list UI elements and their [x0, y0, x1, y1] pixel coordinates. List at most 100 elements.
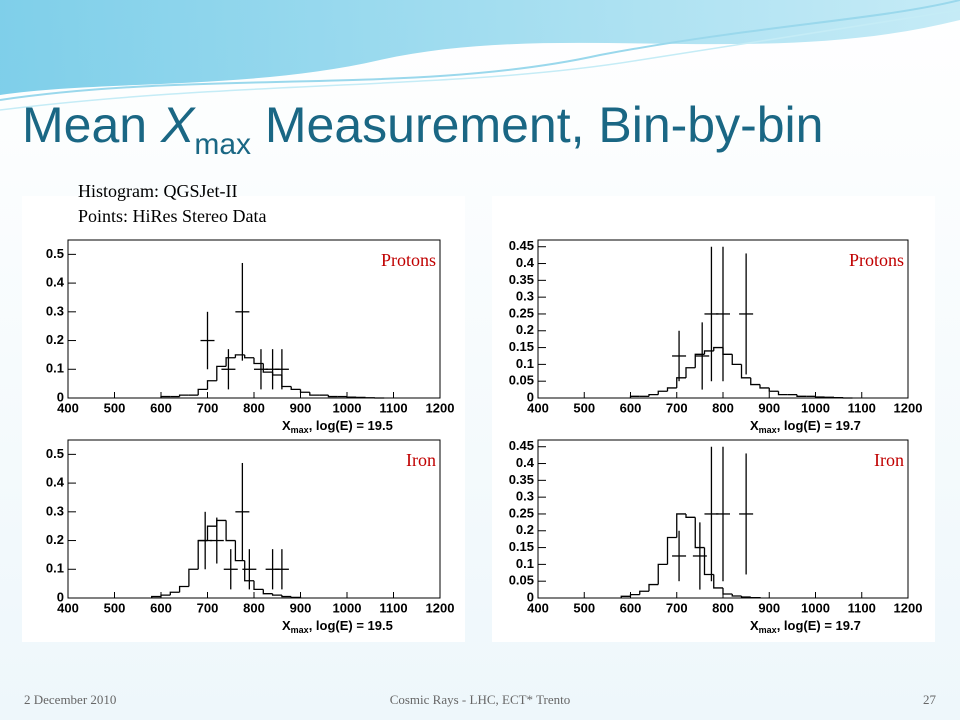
histogram-bin [685, 513, 696, 518]
x-axis-subscript: max [291, 425, 309, 435]
x-tick-label: 1100 [379, 600, 407, 615]
x-tick-label: 700 [666, 600, 688, 615]
y-tick-label: 0.1 [46, 361, 64, 376]
x-tick-label: 1000 [333, 400, 362, 415]
x-tick-label: 500 [104, 600, 126, 615]
data-point [692, 522, 707, 590]
histogram-bin [225, 520, 236, 542]
x-tick-label: 500 [573, 600, 595, 615]
data-point [274, 549, 289, 590]
histogram-bin [740, 364, 751, 379]
histogram-bin [676, 513, 686, 538]
panel-label: Iron [406, 450, 436, 470]
data-point [695, 322, 710, 390]
x-tick-label: 800 [243, 600, 265, 615]
histogram-bin [234, 540, 245, 562]
y-tick-label: 0.3 [46, 503, 64, 518]
histogram-bin [169, 591, 180, 596]
x-tick-label: 900 [290, 600, 312, 615]
x-tick-label: 1100 [848, 600, 876, 615]
data-point [242, 549, 257, 590]
x-tick-label: 700 [666, 400, 688, 415]
histogram-bin [346, 396, 357, 398]
y-tick-label: 0.2 [46, 332, 64, 347]
histogram-bin [629, 593, 640, 597]
data-point [739, 453, 754, 575]
x-tick-label: 1200 [894, 400, 923, 415]
histogram-bin [722, 587, 733, 595]
x-axis-label: Xmax, log(E) = 19.7 [750, 418, 861, 435]
y-tick-label: 0.4 [46, 275, 65, 290]
panel [492, 196, 935, 642]
y-tick-label: 0.3 [516, 289, 534, 304]
data-point [716, 246, 730, 382]
data-point [274, 349, 289, 390]
x-axis-subscript: max [759, 425, 777, 435]
x-axis-subscript: max [291, 625, 309, 635]
x-tick-label: 500 [573, 400, 595, 415]
x-axis-label-rest: , log(E) = 19.5 [309, 418, 393, 433]
histogram-bin [648, 583, 659, 592]
x-axis-label-rest: , log(E) = 19.7 [777, 618, 861, 633]
y-tick-label: 0.1 [516, 356, 534, 371]
histogram-bin [262, 589, 273, 595]
histogram-bin [731, 593, 742, 597]
y-tick-label: 0.1 [516, 556, 534, 571]
panel-label: Protons [849, 250, 904, 270]
y-tick-label: 0 [527, 389, 534, 404]
y-tick-label: 0.3 [46, 303, 64, 318]
histogram-bin [188, 568, 199, 587]
x-tick-label: 600 [150, 400, 172, 415]
x-tick-label: 900 [758, 400, 780, 415]
footer-center: Cosmic Rays - LHC, ECT* Trento [390, 692, 571, 707]
y-tick-label: 0 [57, 589, 64, 604]
histogram-bin [694, 517, 705, 549]
x-axis-subscript: max [759, 625, 777, 635]
histogram-bin [206, 380, 217, 390]
x-tick-label: 1200 [894, 600, 923, 615]
histogram-bin [290, 386, 301, 391]
data-point [223, 549, 238, 590]
data-point [672, 330, 687, 382]
histogram-bin [777, 391, 788, 396]
y-tick-label: 0.1 [46, 561, 64, 576]
histogram-bin [299, 389, 310, 393]
y-tick-label: 0.2 [516, 322, 534, 337]
x-axis-label-rest: , log(E) = 19.7 [777, 418, 861, 433]
x-tick-label: 500 [104, 400, 126, 415]
histogram-bin [290, 596, 302, 599]
histogram-bin [759, 384, 770, 389]
y-tick-label: 0.15 [509, 339, 534, 354]
histogram-bin [657, 390, 668, 395]
histogram-bin [244, 354, 254, 359]
histogram-bin [216, 365, 227, 381]
y-tick-label: 0.05 [509, 573, 534, 588]
histogram-bin [666, 536, 677, 565]
x-axis-label: Xmax, log(E) = 19.7 [750, 618, 861, 635]
panel-label: Protons [381, 250, 436, 270]
y-tick-label: 0.35 [509, 272, 534, 287]
x-tick-label: 800 [712, 400, 734, 415]
y-tick-label: 0 [57, 389, 64, 404]
histogram-bin [740, 595, 751, 598]
data-point [235, 262, 250, 361]
histogram-bin [262, 363, 273, 373]
histogram-bin [657, 563, 668, 585]
histogram-bin [206, 525, 217, 541]
histogram-bin [253, 357, 264, 365]
x-tick-label: 1200 [426, 400, 455, 415]
x-tick-label: 400 [527, 400, 549, 415]
histogram-bin [713, 346, 723, 351]
x-tick-label: 600 [150, 600, 172, 615]
histogram-bin [648, 393, 659, 397]
histogram-bin [814, 396, 825, 398]
x-tick-label: 1000 [333, 600, 362, 615]
y-tick-label: 0.2 [46, 532, 64, 547]
x-tick-label: 900 [758, 600, 780, 615]
histogram-bin [281, 595, 292, 598]
x-tick-label: 1200 [426, 600, 455, 615]
x-tick-label: 1000 [801, 400, 830, 415]
x-tick-label: 1100 [379, 400, 407, 415]
x-axis-label: Xmax, log(E) = 19.5 [282, 418, 393, 435]
histogram-bin [694, 353, 705, 368]
